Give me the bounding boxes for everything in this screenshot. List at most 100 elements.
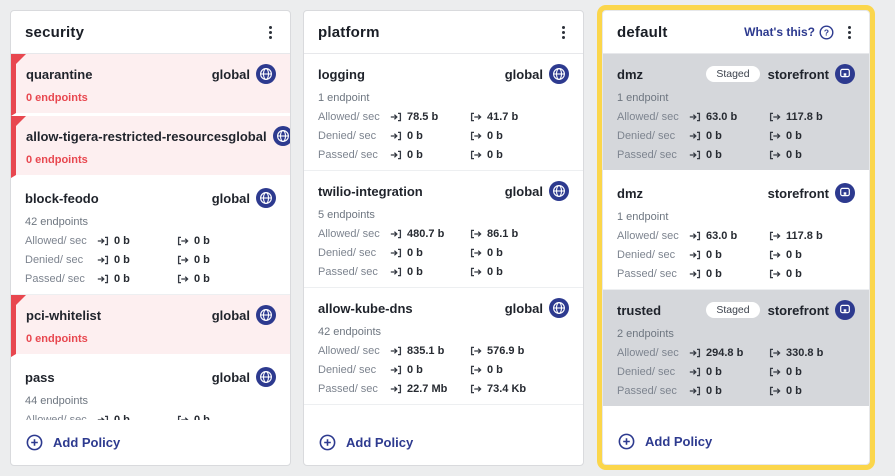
ingress-icon — [97, 414, 109, 420]
stat-value: 0 b — [706, 268, 722, 280]
endpoint-count: 1 endpoint — [318, 92, 370, 104]
policy-card[interactable]: logging global 1 endpoint Allowed/ sec 7… — [304, 54, 583, 171]
kebab-menu-icon[interactable] — [558, 22, 569, 43]
whats-this-link[interactable]: What's this? — [744, 25, 834, 40]
add-policy-button[interactable]: Add Policy — [603, 419, 869, 464]
endpoint-count: 0 endpoints — [26, 92, 88, 104]
stat-value: 73.4 Kb — [487, 383, 527, 395]
policy-card[interactable]: pass global 44 endpoints Allowed/ sec 0 … — [11, 357, 290, 420]
add-policy-button[interactable]: Add Policy — [304, 420, 583, 465]
stat-value: 0 b — [194, 254, 210, 266]
stat-value: 0 b — [194, 414, 210, 420]
denied-stats-row: Denied/ sec 0 b 0 b — [318, 247, 569, 259]
policy-card[interactable]: block-feodo global 42 endpoints Allowed/… — [11, 178, 290, 295]
egress-icon — [769, 366, 781, 378]
policy-scope-label: global — [504, 300, 543, 316]
stat-label: Allowed/ sec — [25, 235, 87, 247]
globe-icon — [549, 64, 569, 84]
denied-stats-row: Denied/ sec 0 b 0 b — [25, 254, 276, 266]
ingress-icon — [390, 383, 402, 395]
ingress-icon — [689, 130, 701, 142]
ingress-icon — [689, 149, 701, 161]
globe-icon — [256, 188, 276, 208]
policy-scope-label: global — [228, 128, 267, 144]
egress-icon — [769, 149, 781, 161]
add-policy-label: Add Policy — [53, 435, 121, 450]
staged-badge: Staged — [706, 301, 760, 319]
stat-value: 117.8 b — [786, 111, 823, 123]
stat-value: 0 b — [114, 414, 130, 420]
policy-scope-label: global — [211, 66, 250, 82]
egress-icon — [769, 230, 781, 242]
endpoint-count: 2 endpoints — [617, 328, 674, 340]
stat-label: Passed/ sec — [617, 385, 677, 397]
ingress-icon — [390, 364, 402, 376]
stat-label: Allowed/ sec — [318, 111, 380, 123]
policy-name: trusted — [617, 302, 662, 318]
policy-card[interactable]: allow-tigera-restricted-resources global… — [11, 116, 290, 178]
globe-icon — [549, 181, 569, 201]
passed-stats-row: Passed/ sec 0 b 0 b — [617, 268, 855, 280]
policy-name: logging — [318, 66, 365, 82]
stat-label: Allowed/ sec — [318, 228, 380, 240]
egress-icon — [470, 228, 482, 240]
stat-label: Allowed/ sec — [617, 230, 679, 242]
policy-card[interactable]: dmz Staged storefront 1 endpoint Allowed… — [603, 54, 869, 173]
ingress-icon — [390, 266, 402, 278]
ingress-icon — [390, 149, 402, 161]
policy-scope-label: storefront — [767, 185, 829, 201]
stat-value: 0 b — [487, 130, 503, 142]
allowed-stats-row: Allowed/ sec 294.8 b 330.8 b — [617, 347, 855, 359]
policy-card[interactable]: trusted storefront — [603, 409, 869, 419]
egress-icon — [769, 347, 781, 359]
policy-card[interactable]: dmz storefront 1 endpoint Allowed/ sec 6… — [603, 173, 869, 290]
ingress-icon — [689, 347, 701, 359]
kebab-menu-icon[interactable] — [844, 22, 855, 43]
endpoint-count: 1 endpoint — [617, 211, 669, 223]
egress-icon — [769, 385, 781, 397]
stat-label: Passed/ sec — [617, 149, 677, 161]
ingress-icon — [390, 228, 402, 240]
stat-value: 86.1 b — [487, 228, 519, 240]
policy-name: pass — [25, 369, 55, 385]
add-policy-button[interactable]: Add Policy — [11, 420, 290, 465]
policy-card[interactable]: trusted Staged storefront 2 endpoints Al… — [603, 290, 869, 409]
plus-circle-icon — [618, 433, 635, 450]
policy-name: quarantine — [26, 66, 93, 82]
storefront-icon — [835, 183, 855, 203]
stat-value: 0 b — [786, 130, 802, 142]
globe-icon — [273, 126, 290, 146]
denied-stats-row: Denied/ sec 0 b 0 b — [617, 249, 855, 261]
stat-label: Allowed/ sec — [617, 111, 679, 123]
stat-value: 0 b — [114, 254, 130, 266]
policy-card[interactable]: quarantine global 0 endpoints — [11, 54, 290, 116]
egress-icon — [470, 149, 482, 161]
stat-value: 0 b — [487, 149, 503, 161]
stat-label: Passed/ sec — [318, 266, 378, 278]
stat-value: 41.7 b — [487, 111, 519, 123]
policy-card[interactable]: pci-whitelist global 0 endpoints — [11, 295, 290, 357]
endpoint-count: 0 endpoints — [26, 333, 88, 345]
stat-value: 63.0 b — [706, 111, 738, 123]
policy-name: dmz — [617, 185, 643, 201]
tier-title: platform — [318, 23, 380, 41]
egress-icon — [177, 273, 189, 285]
add-policy-label: Add Policy — [645, 434, 713, 449]
whats-this-label: What's this? — [744, 25, 815, 39]
stat-value: 0 b — [786, 268, 802, 280]
ingress-icon — [689, 249, 701, 261]
kebab-menu-icon[interactable] — [265, 22, 276, 43]
egress-icon — [470, 247, 482, 259]
policy-card[interactable]: twilio-integration global 5 endpoints Al… — [304, 171, 583, 288]
policy-name: block-feodo — [25, 190, 99, 206]
egress-icon — [470, 130, 482, 142]
endpoint-count: 1 endpoint — [617, 92, 669, 104]
stat-label: Denied/ sec — [25, 254, 84, 266]
storefront-icon — [835, 64, 855, 84]
policy-list: logging global 1 endpoint Allowed/ sec 7… — [304, 54, 583, 420]
egress-icon — [769, 111, 781, 123]
policy-card[interactable]: allow-kube-dns global 42 endpoints Allow… — [304, 288, 583, 405]
ingress-icon — [689, 230, 701, 242]
egress-icon — [177, 254, 189, 266]
ingress-icon — [390, 111, 402, 123]
